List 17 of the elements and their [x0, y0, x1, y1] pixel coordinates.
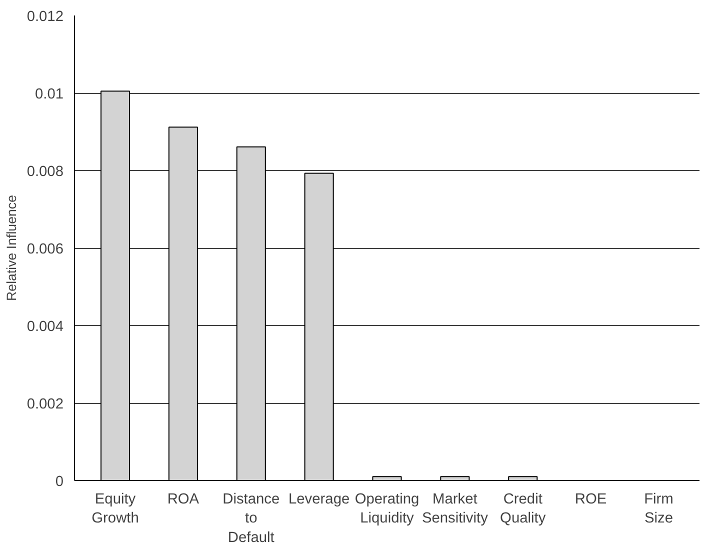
x-tick-label: Leverage [288, 492, 350, 508]
y-tick-label: 0.01 [34, 86, 64, 102]
x-tick-label: ROE [574, 492, 607, 508]
x-tick-label: Credit Quality [500, 492, 546, 527]
y-tick-label: 0.002 [26, 396, 64, 412]
x-tick-label: Operating Liquidity [354, 492, 420, 527]
y-tick-label: 0 [55, 474, 64, 490]
x-tick-label: Distance to Default [222, 492, 280, 546]
x-tick-label: Market Sensitivity [422, 492, 489, 527]
x-tick-label: Equity Growth [92, 492, 139, 527]
x-tick-label: Firm Size [644, 492, 674, 527]
y-tick-label: 0.004 [26, 319, 64, 335]
y-tick-label: 0.006 [26, 242, 64, 258]
y-axis-title: Relative Influence [4, 195, 19, 301]
y-tick-label: 0.008 [26, 164, 64, 180]
x-tick-label: ROA [167, 492, 200, 508]
y-tick-label: 0.012 [26, 9, 64, 25]
